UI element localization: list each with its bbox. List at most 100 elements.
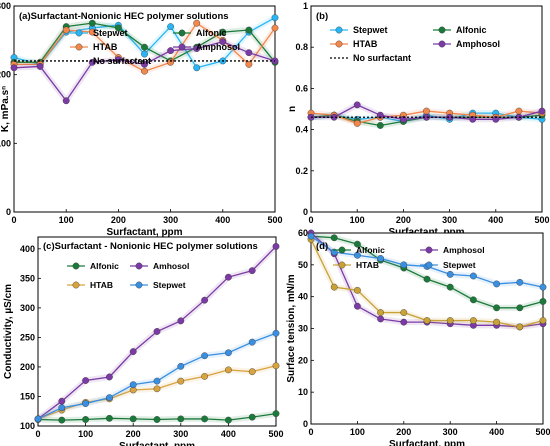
data-point <box>515 107 523 115</box>
data-point <box>58 416 66 424</box>
legend-label: Amphosol <box>456 39 500 49</box>
data-point <box>423 275 431 283</box>
y-tick-label: 1 <box>303 1 308 11</box>
y-tick-label: 20 <box>298 355 308 365</box>
data-point <box>141 67 148 75</box>
legend-label: No surfactant <box>353 53 411 63</box>
x-tick-label: 500 <box>267 215 282 225</box>
data-point <box>82 400 90 407</box>
series-stepwet <box>34 329 280 423</box>
legend-item: Amphosol <box>433 39 500 49</box>
legend-item: Stepwet <box>70 28 128 38</box>
data-point <box>516 304 524 312</box>
data-point <box>115 56 122 63</box>
y-tick-label: 200 <box>20 362 35 372</box>
data-point <box>423 107 430 115</box>
legend-item: Stepwet <box>330 25 388 35</box>
data-point <box>400 309 408 316</box>
y-tick-label: 30 <box>298 324 308 334</box>
series-amphosol <box>10 38 279 105</box>
legend-item: No surfactant <box>330 53 411 63</box>
legend-item: HTAB <box>70 42 118 52</box>
data-point <box>34 415 42 423</box>
data-point <box>129 381 137 389</box>
data-point <box>469 296 477 304</box>
x-tick-label: 0 <box>308 427 313 437</box>
x-tick-label: 300 <box>173 429 188 439</box>
chart-title: (a)Surfactant-Nonionic HEC polymer solut… <box>19 11 229 22</box>
data-point <box>272 362 280 370</box>
legend-label: Alfonic <box>196 28 227 38</box>
data-point <box>330 113 338 121</box>
legend-swatch-marker <box>178 29 186 37</box>
data-point <box>353 120 361 127</box>
data-point <box>272 410 280 417</box>
chart-panel-1: 0 100 200 300 400 500 0 100 200 300 Surfactant, pp… <box>0 1 283 238</box>
legend-swatch-marker <box>335 26 343 34</box>
data-point <box>400 261 408 269</box>
x-tick-label: 100 <box>350 427 365 437</box>
data-point <box>330 283 338 291</box>
legend-label: Stepwet <box>443 260 476 270</box>
data-point <box>271 24 279 32</box>
y-tick-label: 0 <box>6 207 11 217</box>
legend-swatch-marker <box>425 261 433 269</box>
y-axis-label: Surface tension, mN/m <box>286 274 297 382</box>
legend-swatch-marker <box>335 40 343 48</box>
data-point <box>88 28 96 36</box>
data-point <box>245 49 253 57</box>
data-point <box>493 280 500 288</box>
x-tick-label: 200 <box>126 429 141 439</box>
data-point <box>201 296 209 304</box>
legend-swatch-marker <box>438 40 446 48</box>
data-point <box>248 368 256 376</box>
x-tick-label: 400 <box>489 427 504 437</box>
x-tick-label: 100 <box>78 429 93 439</box>
y-tick-label: 300 <box>0 1 11 11</box>
y-tick-label: 10 <box>298 387 308 397</box>
y-tick-label: 0.4 <box>295 125 308 135</box>
data-point <box>538 107 546 115</box>
legend-item: Amhosol <box>130 261 189 271</box>
data-point <box>141 60 148 68</box>
legend-item: HTAB <box>67 280 113 290</box>
legend-swatch-marker <box>135 281 143 289</box>
data-point <box>272 329 280 337</box>
data-point <box>539 317 547 324</box>
data-point <box>141 43 148 51</box>
data-point <box>36 63 44 70</box>
data-point <box>82 377 90 384</box>
data-point <box>353 101 361 109</box>
y-axis-label: K, mPa.sⁿ <box>0 86 11 132</box>
data-point <box>106 414 113 422</box>
data-point <box>153 377 161 385</box>
data-point <box>58 404 66 412</box>
data-point <box>400 318 408 326</box>
x-tick-label: 300 <box>443 427 458 437</box>
data-point <box>469 272 477 280</box>
legend-swatch-marker <box>425 246 433 254</box>
legend-label: HTAB <box>90 280 113 290</box>
legend-label: No surfactant <box>93 56 151 66</box>
x-tick-label: 200 <box>396 215 411 225</box>
legend-swatch-marker <box>135 262 143 270</box>
x-axis-label: Surfactant, ppm <box>389 439 465 446</box>
data-point <box>201 415 209 423</box>
legend-label: Alfonic <box>456 25 487 35</box>
data-point <box>141 50 148 58</box>
data-point <box>272 243 280 250</box>
chart-panel-2: 010020030040050000.20.40.60.81Surfactant… <box>287 1 550 238</box>
data-point <box>224 366 232 374</box>
legend-item: Alfonic <box>173 28 227 38</box>
x-tick-label: 0 <box>308 215 313 225</box>
y-axis-label: n <box>287 106 298 112</box>
legend-label: HTAB <box>356 260 379 270</box>
data-point <box>88 19 96 27</box>
data-point <box>177 362 185 370</box>
data-point <box>224 273 232 281</box>
y-tick-label: 0.2 <box>295 166 308 176</box>
series-alfonic <box>34 410 280 424</box>
legend-item: No surfactant <box>70 56 151 66</box>
data-point <box>248 338 256 346</box>
y-tick-label: 0.6 <box>295 83 308 93</box>
